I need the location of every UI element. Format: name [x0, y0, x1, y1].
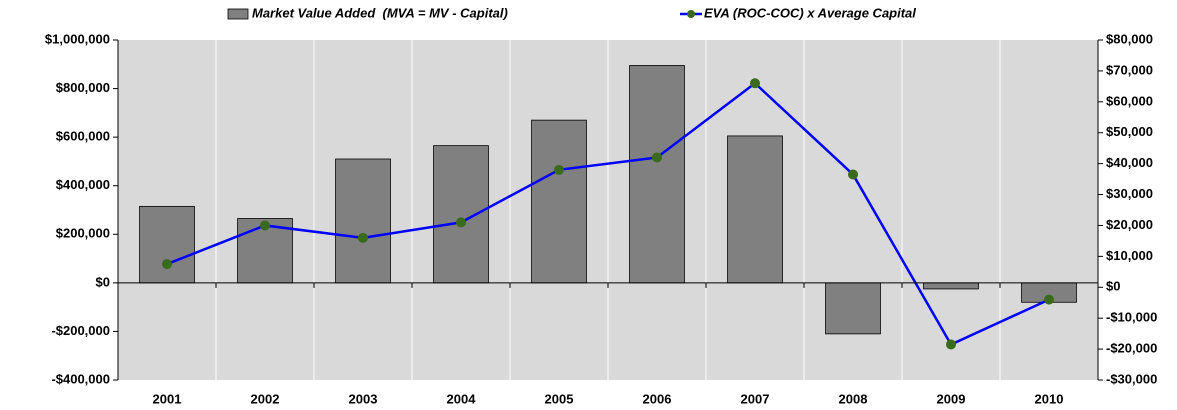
y-tick-label: $400,000	[56, 177, 110, 192]
line	[166, 81, 1050, 347]
x-tick-label: 2006	[643, 391, 672, 406]
y-tick-label: $600,000	[56, 129, 110, 144]
y-tick-label: $800,000	[56, 80, 110, 95]
y-tick-label: $0	[96, 274, 110, 289]
line-marker	[1044, 294, 1054, 305]
y2-tick-label: $20,000	[1106, 217, 1153, 232]
legend-swatch	[227, 8, 249, 20]
bar	[335, 158, 391, 284]
y2-tick-label: -$20,000	[1106, 341, 1157, 356]
legend-label: Market Value Added (MVA = MV - Capital)	[252, 5, 508, 20]
y2-tick-label: $60,000	[1106, 93, 1153, 108]
y2-tick-label: -$10,000	[1106, 310, 1157, 325]
bar	[433, 145, 489, 284]
y2-tick-label: $70,000	[1106, 62, 1153, 77]
legend-marker	[687, 10, 695, 18]
y-tick-label: $200,000	[56, 226, 110, 241]
bar	[629, 65, 685, 284]
y-tick-label: -$200,000	[51, 323, 110, 338]
y-tick-label: -$400,000	[51, 371, 110, 386]
bar	[531, 119, 587, 284]
y-tick-label: $1,000,000	[45, 31, 110, 46]
line-marker	[162, 259, 172, 270]
bar	[825, 282, 881, 335]
y2-tick-label: $30,000	[1106, 186, 1153, 201]
x-tick-label: 2003	[349, 391, 378, 406]
x-tick-label: 2005	[545, 391, 574, 406]
y2-tick-label: $10,000	[1106, 248, 1153, 263]
x-tick-label: 2001	[153, 391, 182, 406]
y2-tick-label: $40,000	[1106, 155, 1153, 170]
line-marker	[652, 152, 662, 163]
line-marker	[946, 339, 956, 350]
y2-tick-label: $0	[1106, 279, 1120, 294]
y2-tick-label: -$30,000	[1106, 371, 1157, 386]
x-tick-label: 2008	[839, 391, 868, 406]
line-marker	[750, 78, 760, 89]
y2-tick-label: $50,000	[1106, 124, 1153, 139]
bar	[727, 135, 783, 284]
x-tick-label: 2004	[447, 391, 477, 406]
x-tick-label: 2010	[1035, 391, 1064, 406]
legend-label: EVA (ROC-COC) x Average Capital	[704, 5, 916, 20]
line-marker	[260, 220, 270, 231]
line-marker	[848, 169, 858, 180]
x-tick-label: 2009	[937, 391, 966, 406]
line-marker	[554, 164, 564, 175]
line-marker	[456, 217, 466, 228]
line-marker	[358, 232, 368, 243]
x-tick-label: 2002	[251, 391, 280, 406]
y2-tick-label: $80,000	[1106, 31, 1153, 46]
x-tick-label: 2007	[741, 391, 770, 406]
bar	[923, 282, 979, 290]
bar	[139, 205, 195, 284]
